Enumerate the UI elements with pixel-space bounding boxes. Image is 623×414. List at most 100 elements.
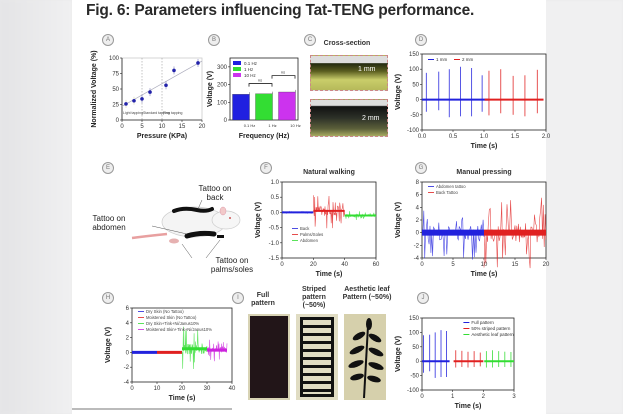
signal-trace	[483, 197, 547, 269]
plot-frame	[421, 53, 547, 131]
panel-title: Manual pressing	[456, 169, 511, 176]
chart-j-patterns: 0 1 2 3 -100 -50 0 50 100 150 Time (s) Voltage (V) F…	[395, 316, 516, 410]
plot-frame	[421, 317, 515, 391]
y-axis-label: Voltage (V)	[207, 71, 214, 107]
legend-label: Abdomen tattoo	[436, 184, 466, 189]
legend-label: 1 Hz	[244, 67, 254, 72]
y-tick-label: -1.5	[269, 256, 280, 262]
signal-trace	[181, 326, 208, 370]
data-point	[172, 68, 176, 73]
label-1mm: 1 mm	[358, 66, 376, 73]
figure-page: Fig. 6: Parameters influencing Tat-TENG …	[72, 0, 550, 414]
legend-label: Full pattern	[471, 320, 494, 325]
fit-line	[121, 60, 203, 107]
y-tick-label: 100	[409, 67, 420, 73]
x-axis-label: Time (s)	[471, 143, 498, 150]
striped-pattern-image	[296, 314, 338, 400]
x-tick-label: 10	[154, 386, 161, 392]
panel-title: Natural walking	[303, 169, 355, 176]
y-tick-label: 100	[109, 56, 120, 62]
rat-illustration	[131, 199, 241, 259]
data-point	[132, 98, 136, 103]
panel-letter-a: A	[102, 34, 114, 46]
x-tick-label: 0.5	[449, 134, 458, 140]
y-axis-label: Voltage (V)	[105, 327, 112, 363]
x-tick-label: 40	[229, 386, 236, 392]
y-axis-label: Voltage (V)	[395, 336, 402, 372]
x-tick-label: 20	[310, 262, 317, 268]
cross-section-1mm-image	[310, 55, 388, 91]
x-tick-label: 5	[451, 262, 455, 268]
y-tick-label: 50	[412, 82, 419, 88]
x-tick-label: 20	[179, 386, 186, 392]
background-page-left	[0, 0, 72, 414]
legend-label: 0.1 Hz	[244, 61, 258, 66]
x-axis-label: Frequency (Hz)	[239, 133, 290, 140]
panel-letter-c: C	[304, 34, 316, 46]
y-tick-label: 4	[416, 205, 420, 211]
y-tick-label: 4	[126, 321, 130, 327]
x-tick-label: 20	[199, 124, 206, 130]
data-point	[140, 97, 144, 101]
panel-letter-g: G	[415, 162, 427, 174]
y-tick-label: 0.5	[271, 195, 280, 201]
section-divider	[72, 408, 232, 410]
y-tick-label: 0	[224, 118, 228, 124]
x-tick-label: 2	[482, 394, 486, 400]
label-leaf-pattern: Aesthetic leaf Pattern (~50%)	[342, 286, 392, 301]
legend-label: 10 Hz	[244, 73, 257, 78]
x-tick-label: 20	[543, 262, 550, 268]
y-tick-label: 300	[217, 65, 228, 71]
y-tick-label: 0	[116, 118, 120, 124]
y-tick-label: 0	[416, 98, 420, 104]
chart-a-pressure: 0 5 10 15 20 0 25 50 75 100 Pressure (KPa) Normaliz…	[91, 50, 206, 140]
panel-letter-b: B	[208, 34, 220, 46]
legend-label: Abdomen	[300, 238, 319, 243]
y-tick-label: 8	[416, 180, 420, 186]
x-tick-label: 1	[451, 394, 455, 400]
label-full-pattern: Full pattern	[251, 292, 275, 307]
x-tick-label: 0	[120, 124, 124, 130]
y-tick-label: -4	[124, 380, 130, 386]
y-tick-label: 50	[112, 87, 119, 93]
y-tick-label: -4	[414, 256, 420, 262]
x-tick-label: 1.5	[511, 134, 520, 140]
y-tick-label: 2	[416, 218, 420, 224]
y-tick-label: 2	[126, 336, 130, 342]
panel-letter-d: D	[415, 34, 427, 46]
x-axis-label: Time (s)	[471, 271, 498, 278]
region-label: Standard tapping	[143, 111, 170, 115]
legend-label: Dry Skin+Tink+Ni/Janus10%	[146, 321, 199, 326]
y-tick-label: 6	[126, 306, 130, 312]
chart-f-natural-walking: 0 20 40 60 -1.5 -1.0 -0.5 0.0 0.5 1.0 Time (s) Volt…	[255, 169, 380, 278]
legend-label: Back	[300, 226, 310, 231]
data-point	[148, 90, 152, 94]
x-tick-label: 0	[130, 386, 134, 392]
x-tick-label: 0	[420, 394, 424, 400]
y-axis-label: Voltage (V)	[395, 202, 402, 238]
panel-letter-e: E	[102, 162, 114, 174]
y-tick-label: 100	[409, 330, 420, 336]
panel-letter-f: F	[260, 162, 272, 174]
x-axis-label: Time (s)	[169, 395, 196, 402]
y-tick-label: 50	[412, 345, 419, 351]
x-tick-label: 1.0	[480, 134, 489, 140]
x-tick-label: 0	[420, 262, 424, 268]
x-tick-label: 2.0	[542, 134, 550, 140]
y-tick-label: -100	[407, 128, 420, 134]
y-tick-label: 0	[416, 359, 420, 365]
x-tick-label: 40	[341, 262, 348, 268]
y-tick-label: 0.0	[271, 210, 280, 216]
y-tick-label: 100	[217, 100, 228, 106]
legend-label: Moistened Skin (No Tattoo)	[146, 315, 197, 320]
background-page-right	[543, 0, 623, 414]
bar	[278, 91, 296, 121]
x-axis-label: Time (s)	[455, 403, 482, 410]
legend-label: Palms/Soles	[300, 232, 323, 237]
x-tick-label: 5	[140, 124, 144, 130]
x-tick-label: 0	[280, 262, 284, 268]
y-tick-label: 0	[126, 350, 130, 356]
legend-label: 1 mm	[436, 57, 448, 62]
